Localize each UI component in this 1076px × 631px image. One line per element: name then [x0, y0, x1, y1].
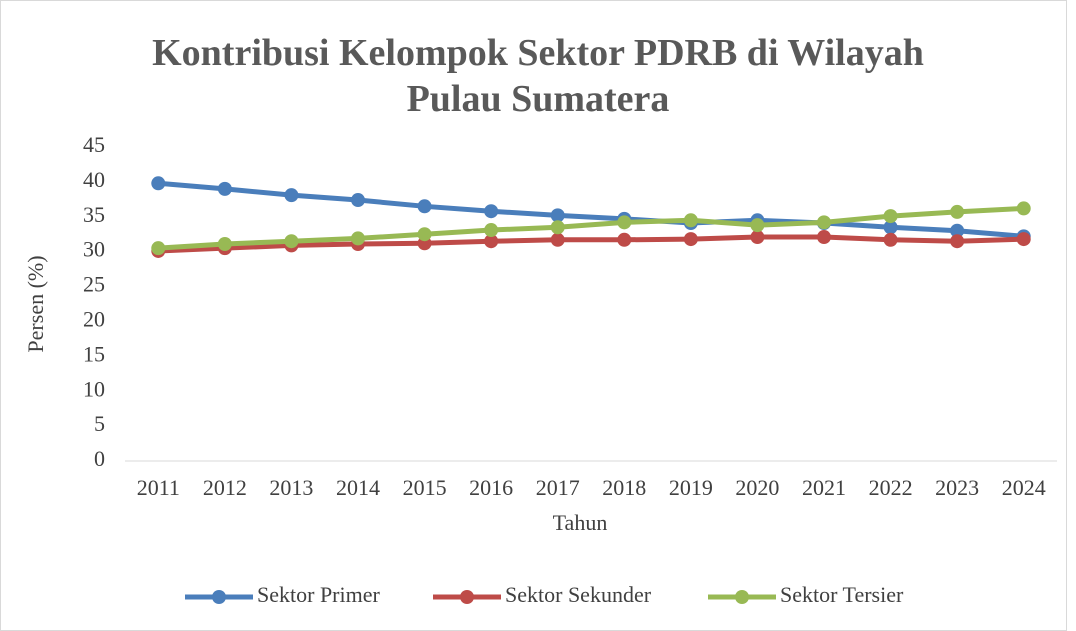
data-point: [617, 232, 632, 247]
data-point: [883, 232, 898, 247]
x-tick-label: 2020: [735, 475, 779, 500]
y-tick-label: 0: [94, 446, 105, 471]
y-tick-label: 40: [83, 167, 105, 192]
x-tick-label: 2015: [403, 475, 447, 500]
x-tick-label: 2011: [137, 475, 180, 500]
data-point: [417, 199, 432, 214]
x-tick-label: 2013: [269, 475, 313, 500]
y-tick-label: 45: [83, 132, 105, 157]
series-line: [158, 180, 1024, 239]
data-point: [1016, 232, 1031, 247]
y-tick-label: 5: [94, 411, 105, 436]
y-tick-label: 35: [83, 202, 105, 227]
legend-marker: [460, 590, 474, 604]
x-tick-label: 2022: [869, 475, 913, 500]
y-tick-label: 10: [83, 376, 105, 401]
x-tick-label: 2024: [1002, 475, 1046, 500]
x-tick-label: 2016: [469, 475, 513, 500]
data-point: [750, 230, 765, 245]
x-tick-label: 2017: [536, 475, 580, 500]
legend-label: Sektor Sekunder: [505, 582, 652, 607]
x-tick-label: 2012: [203, 475, 247, 500]
data-point: [1016, 201, 1031, 216]
data-point: [750, 218, 765, 233]
data-point: [151, 241, 166, 256]
y-tick-label: 15: [83, 341, 105, 366]
chart-title: Kontribusi Kelompok Sektor PDRB di Wilay…: [152, 32, 924, 120]
y-axis-label: Persen (%): [23, 255, 48, 352]
series-line: [158, 234, 1024, 254]
x-tick-label: 2018: [602, 475, 646, 500]
x-tick-label: 2014: [336, 475, 380, 500]
data-point: [817, 230, 831, 245]
legend-marker: [212, 590, 226, 604]
data-point: [351, 231, 365, 246]
data-point: [950, 223, 965, 238]
data-point: [284, 188, 299, 203]
x-tick-label: 2021: [802, 475, 846, 500]
x-tick-label: 2023: [935, 475, 979, 500]
x-axis-label: Tahun: [553, 510, 608, 535]
data-point: [550, 208, 565, 223]
y-tick-label: 30: [83, 237, 105, 262]
data-point: [950, 204, 965, 219]
data-point: [883, 209, 898, 224]
x-tick-label: 2019: [669, 475, 713, 500]
data-point: [484, 223, 499, 238]
data-point: [484, 204, 499, 219]
data-point: [217, 236, 232, 251]
data-point: [284, 234, 299, 249]
y-tick-label: 25: [83, 272, 105, 297]
data-point: [550, 220, 565, 235]
data-point: [817, 215, 831, 230]
data-point: [950, 234, 965, 249]
legend-label: Sektor Tersier: [780, 582, 904, 607]
data-point: [484, 234, 499, 249]
data-point: [151, 176, 166, 191]
legend-marker: [735, 590, 749, 604]
data-point: [617, 215, 632, 230]
data-point: [883, 220, 898, 235]
data-point: [683, 232, 698, 247]
data-point: [550, 232, 565, 247]
y-tick-label: 20: [83, 306, 105, 331]
data-point: [217, 181, 232, 196]
data-point: [417, 227, 432, 242]
legend-label: Sektor Primer: [257, 582, 380, 607]
data-point: [351, 193, 365, 208]
data-point: [683, 213, 698, 228]
series-line: [158, 205, 1024, 251]
